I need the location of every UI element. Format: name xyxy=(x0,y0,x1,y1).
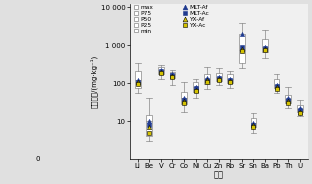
Bar xyxy=(169,75,175,78)
Bar xyxy=(158,70,164,74)
Bar xyxy=(251,118,256,123)
Bar xyxy=(297,109,303,112)
Bar xyxy=(262,38,268,47)
Bar xyxy=(181,92,187,98)
Bar xyxy=(227,74,233,79)
Legend: MLT-Af, MLT-Ac, YX-Af, YX-Ac: MLT-Af, MLT-Ac, YX-Af, YX-Ac xyxy=(183,4,210,29)
Bar xyxy=(285,95,291,99)
X-axis label: 元素: 元素 xyxy=(214,171,224,180)
Bar xyxy=(193,82,198,87)
Bar xyxy=(204,74,210,79)
Bar xyxy=(239,34,245,50)
Bar xyxy=(251,123,256,127)
Y-axis label: 质量分数/(mg·kg⁻¹): 质量分数/(mg·kg⁻¹) xyxy=(90,55,98,108)
Bar xyxy=(146,115,152,121)
Bar xyxy=(135,80,141,88)
Bar xyxy=(285,99,291,103)
Bar xyxy=(193,87,198,92)
Bar xyxy=(204,79,210,84)
Bar xyxy=(146,121,152,136)
Text: 0: 0 xyxy=(36,156,41,162)
Bar xyxy=(158,67,164,70)
Bar xyxy=(135,71,141,80)
Bar xyxy=(239,50,245,63)
Bar xyxy=(216,73,222,77)
Bar xyxy=(181,98,187,104)
Bar xyxy=(262,47,268,52)
Bar xyxy=(227,79,233,83)
Bar xyxy=(274,85,280,88)
Bar xyxy=(216,77,222,81)
Bar xyxy=(274,79,280,85)
Bar xyxy=(169,72,175,75)
Bar xyxy=(297,105,303,109)
